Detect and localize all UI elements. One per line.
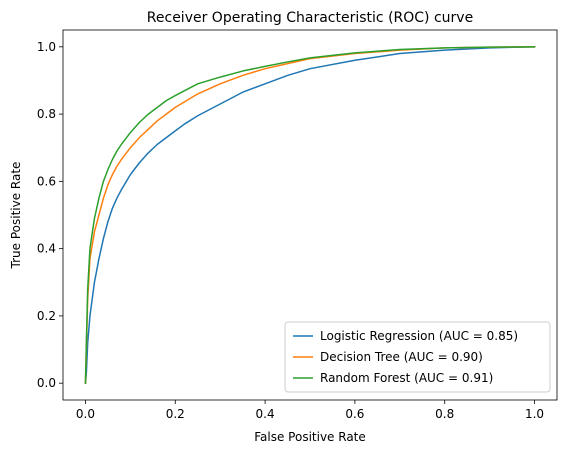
y-tick-label: 1.0 xyxy=(37,40,56,54)
y-tick-label: 0.2 xyxy=(37,309,56,323)
y-tick-label: 0.8 xyxy=(37,107,56,121)
x-tick-label: 1.0 xyxy=(525,407,544,421)
x-axis-title: False Positive Rate xyxy=(254,430,366,444)
x-tick-label: 0.2 xyxy=(166,407,185,421)
legend-label-2: Decision Tree (AUC = 0.90) xyxy=(320,350,483,364)
x-tick-label: 0.4 xyxy=(256,407,275,421)
y-axis-ticks: 0.0 0.2 0.4 0.6 0.8 1.0 xyxy=(37,40,63,390)
y-tick-label: 0.6 xyxy=(37,174,56,188)
series-line-1 xyxy=(84,46,536,384)
legend-label-1: Logistic Regression (AUC = 0.85) xyxy=(320,329,518,343)
y-axis-title: True Positive Rate xyxy=(9,162,23,270)
plot-area xyxy=(84,46,536,384)
chart-title: Receiver Operating Characteristic (ROC) … xyxy=(147,10,473,26)
y-tick-label: 0.4 xyxy=(37,242,56,256)
legend: Logistic Regression (AUC = 0.85) Decision… xyxy=(284,321,551,393)
legend-label-3: Random Forest (AUC = 0.91) xyxy=(320,371,493,385)
x-axis-ticks: 0.0 0.2 0.4 0.6 0.8 1.0 xyxy=(76,400,544,421)
series-line-3 xyxy=(84,46,536,384)
axes-frame xyxy=(62,29,558,401)
x-tick-label: 0.8 xyxy=(435,407,454,421)
y-tick-label: 0.0 xyxy=(37,376,56,390)
x-tick-label: 0.6 xyxy=(345,407,364,421)
x-tick-label: 0.0 xyxy=(76,407,95,421)
legend-box xyxy=(284,321,551,393)
